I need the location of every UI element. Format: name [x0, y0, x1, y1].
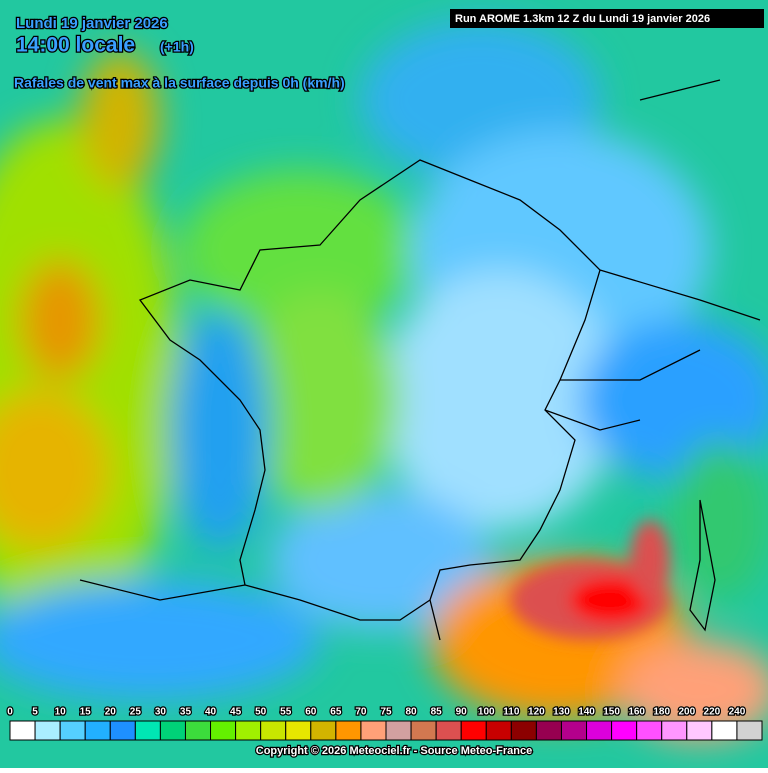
legend-label: 150: [603, 707, 620, 718]
legend-label: 10: [55, 707, 67, 718]
legend-swatch: [9, 720, 36, 741]
time: 14:00 locale: [16, 34, 135, 57]
legend-swatch: [586, 720, 613, 741]
legend-swatch: [134, 720, 161, 741]
legend-swatch: [285, 720, 312, 741]
legend-label: 200: [678, 707, 695, 718]
header: Lundi 19 janvier 2026 14:00 locale (+1h)…: [13, 9, 764, 92]
legend-swatch: [686, 720, 713, 741]
legend-label: 65: [330, 707, 342, 718]
subtitle: Rafales de vent max à la surface depuis …: [14, 75, 345, 91]
legend-swatch: [736, 720, 763, 741]
legend-label: 30: [155, 707, 167, 718]
legend-label: 20: [105, 707, 117, 718]
legend-label: 70: [355, 707, 367, 718]
legend-label: 80: [406, 707, 418, 718]
legend-label: 50: [255, 707, 267, 718]
legend-swatch: [510, 720, 537, 741]
copyright: Copyright © 2026 Meteociel.fr - Source M…: [256, 745, 532, 757]
legend-label: 180: [653, 707, 670, 718]
legend: 0 5 10 15 20 25 30 35 40 45 50 55 60 65 70 75 80 85 90 100 1…: [6, 705, 763, 741]
legend-swatch: [84, 720, 111, 741]
legend-swatch: [535, 720, 562, 741]
legend-swatch: [611, 720, 638, 741]
legend-swatch: [460, 720, 487, 741]
legend-label: 110: [503, 707, 520, 718]
legend-label: 25: [130, 707, 142, 718]
run-info: Run AROME 1.3km 12 Z du Lundi 19 janvier…: [455, 13, 710, 25]
legend-label: 55: [280, 707, 292, 718]
legend-swatch: [485, 720, 512, 741]
legend-label: 85: [431, 707, 443, 718]
legend-label: 15: [80, 707, 92, 718]
legend-swatch: [184, 720, 212, 741]
legend-swatch: [59, 720, 86, 741]
legend-swatch: [335, 720, 362, 741]
legend-swatch: [235, 720, 262, 741]
legend-swatch: [560, 720, 588, 741]
legend-swatch: [260, 720, 287, 741]
offset: (+1h): [160, 39, 194, 55]
legend-swatch: [385, 720, 412, 741]
legend-swatch: [636, 720, 663, 741]
legend-label: 100: [478, 707, 495, 718]
date: Lundi 19 janvier 2026: [16, 15, 168, 32]
legend-swatch: [435, 720, 462, 741]
legend-swatch: [210, 720, 237, 741]
legend-swatch: [109, 720, 136, 741]
legend-label: 0: [7, 707, 13, 718]
legend-label: 140: [578, 707, 595, 718]
legend-swatch: [159, 720, 186, 741]
legend-label: 120: [528, 707, 545, 718]
legend-swatch: [360, 720, 387, 741]
borders: [79, 79, 761, 641]
legend-label: 40: [205, 707, 217, 718]
legend-label: 5: [32, 707, 38, 718]
legend-swatch: [410, 720, 437, 741]
legend-label: 90: [456, 707, 468, 718]
legend-swatch: [711, 720, 738, 741]
legend-label: 60: [305, 707, 317, 718]
legend-label: 240: [729, 707, 746, 718]
legend-label: 130: [553, 707, 570, 718]
legend-label: 160: [628, 707, 645, 718]
legend-swatch: [661, 720, 688, 741]
legend-label: 35: [180, 707, 192, 718]
run-box: [450, 9, 764, 28]
legend-label: 75: [380, 707, 392, 718]
legend-swatch: [34, 720, 61, 741]
legend-label: 220: [704, 707, 721, 718]
legend-label: 45: [230, 707, 242, 718]
legend-swatch: [310, 720, 337, 741]
